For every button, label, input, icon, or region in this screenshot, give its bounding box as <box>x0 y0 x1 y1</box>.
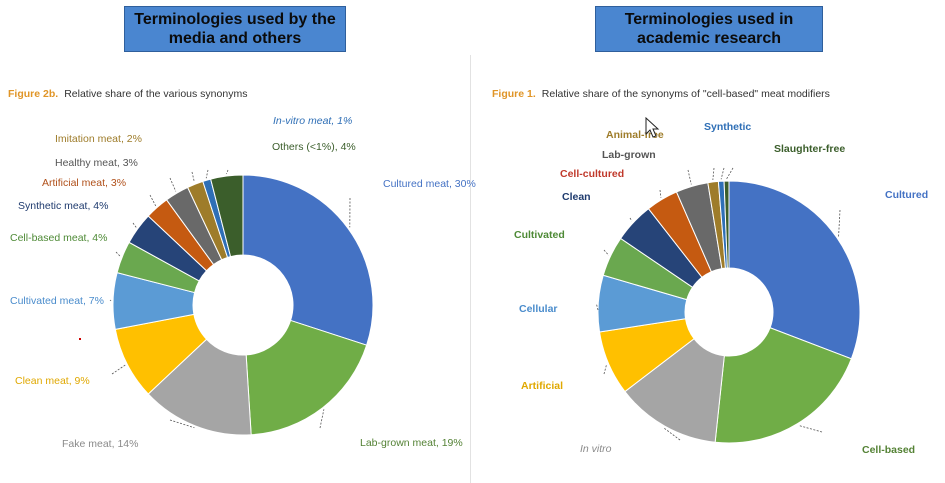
chart1-label-3: Clean meat, 9% <box>15 375 90 387</box>
banner-academic-terminologies: Terminologies used in academic research <box>595 6 823 52</box>
chart2-leader-7 <box>659 189 662 198</box>
figure-2b-number: Figure 2b. <box>8 88 59 100</box>
chart2-label-10: Synthetic <box>704 121 751 133</box>
chart2-slice-2 <box>624 338 725 443</box>
chart2-leader-3 <box>603 364 608 375</box>
stray-dot <box>79 338 81 340</box>
chart1-label-7: Artificial meat, 3% <box>42 177 126 189</box>
chart1-label-8: Healthy meat, 3% <box>55 157 138 169</box>
chart2-label-11: Slaughter-free <box>774 143 845 155</box>
chart1-label-2: Fake meat, 14% <box>62 438 138 450</box>
chart2-slice-0 <box>728 180 861 360</box>
chart2-label-4: Cellular <box>519 303 558 315</box>
figure-1-text: Relative share of the synonyms of "cell-… <box>541 88 830 100</box>
chart1-label-1: Lab-grown meat, 19% <box>360 437 463 449</box>
chart1-leader-2 <box>169 419 195 429</box>
chart1-leader-6 <box>132 222 137 228</box>
chart1-label-5: Cell-based meat, 4% <box>10 232 107 244</box>
mouse-cursor-icon <box>645 117 660 138</box>
chart2-leader-1 <box>798 425 823 433</box>
banner-left-text: Terminologies used by the media and othe… <box>134 11 336 47</box>
figure-2b-caption: Figure 2b. Relative share of the various … <box>8 88 247 100</box>
chart2-label-7: Cell-cultured <box>560 168 624 180</box>
chart1-leader-11 <box>226 169 229 175</box>
chart1-leader-4 <box>109 299 112 302</box>
chart1-slice-1 <box>245 319 368 436</box>
chart2-label-1: Cell-based <box>862 444 915 456</box>
chart1-label-0: Cultured meat, 30% <box>383 178 476 190</box>
chart2-leader-10 <box>720 167 725 180</box>
chart2-leader-11 <box>726 167 734 180</box>
chart2-label-6: Clean <box>562 191 591 203</box>
chart1-label-6: Synthetic meat, 4% <box>18 200 108 212</box>
chart1-leader-10 <box>205 169 209 179</box>
chart2-label-5: Cultivated <box>514 229 565 241</box>
chart1-leader-3 <box>111 364 126 375</box>
figure-1-number: Figure 1. <box>492 88 536 100</box>
chart1-leader-7 <box>149 194 157 207</box>
chart2-label-3: Artificial <box>521 380 563 392</box>
figure-1-caption: Figure 1. Relative share of the synonyms … <box>492 88 830 100</box>
banner-right-text: Terminologies used in academic research <box>624 11 794 47</box>
chart1-leader-9 <box>191 171 195 183</box>
chart2-label-8: Lab-grown <box>602 149 656 161</box>
chart1-label-9: Imitation meat, 2% <box>55 133 142 145</box>
chart1-label-4: Cultivated meat, 7% <box>10 295 104 307</box>
chart1-leader-8 <box>169 177 177 192</box>
chart2-leader-8 <box>687 169 692 185</box>
chart1-slice-2 <box>147 338 252 436</box>
chart1-label-10: In-vitro meat, 1% <box>273 115 352 127</box>
chart1-leader-5 <box>115 251 121 257</box>
chart2-leader-6 <box>629 217 633 222</box>
chart2-leader-9 <box>712 167 715 181</box>
chart2-label-9: Animal-free <box>606 129 664 141</box>
figure-2b-text: Relative share of the various synonyms <box>64 88 248 100</box>
chart2-label-0: Cultured <box>885 189 928 201</box>
chart2-slice-11 <box>723 180 730 269</box>
chart2-leader-4 <box>595 303 599 311</box>
chart2-leader-5 <box>603 249 609 256</box>
chart1-slice-11 <box>210 174 244 258</box>
chart2-slice-1 <box>714 327 852 444</box>
banner-media-terminologies: Terminologies used by the media and othe… <box>124 6 346 52</box>
chart2-label-2: In vitro <box>580 443 612 455</box>
chart2-leader-0 <box>838 209 841 237</box>
panel-divider <box>470 55 471 483</box>
chart1-label-11: Others (<1%), 4% <box>272 141 356 153</box>
chart1-slice-0 <box>242 174 374 346</box>
chart1-leader-1 <box>319 409 325 429</box>
